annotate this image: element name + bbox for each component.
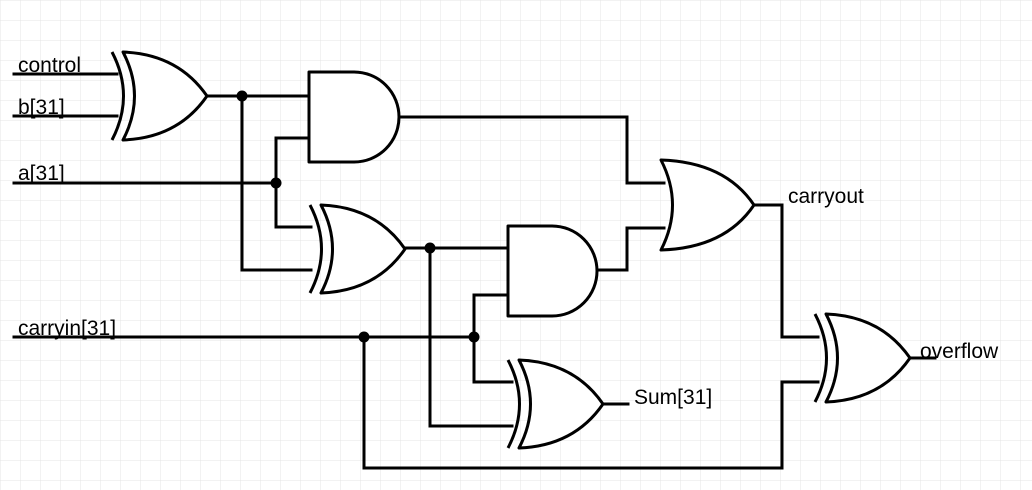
xor-gate-4[interactable] bbox=[813, 312, 912, 404]
junction-dot bbox=[358, 331, 370, 343]
label-a31: a[31] bbox=[18, 162, 65, 185]
wire-xor2-to-xor3 bbox=[428, 246, 514, 428]
label-sum31: Sum[31] bbox=[634, 386, 712, 409]
label-b31: b[31] bbox=[18, 96, 65, 119]
or-gate[interactable] bbox=[659, 158, 756, 252]
xor-gate-2[interactable] bbox=[308, 203, 407, 295]
junction-dot bbox=[270, 177, 282, 189]
junction-dot bbox=[468, 331, 480, 343]
label-carryout: carryout bbox=[788, 185, 864, 208]
junction-dot bbox=[424, 242, 436, 254]
label-overflow: overflow bbox=[920, 340, 999, 363]
xor-gate-3[interactable] bbox=[506, 358, 605, 450]
labels: control b[31] a[31] carryin[31] carryout… bbox=[18, 54, 999, 409]
wire-cin-branch bbox=[472, 293, 514, 384]
wire-cin-to-overflow bbox=[362, 335, 820, 470]
wire-a31-to-xor2 bbox=[274, 181, 313, 229]
label-carryin31: carryin[31] bbox=[18, 317, 116, 340]
wire-and2-out bbox=[595, 226, 666, 272]
and-gate-1[interactable] bbox=[307, 70, 401, 164]
wire-xor1-to-xor2 bbox=[240, 94, 313, 272]
junction-dot bbox=[236, 90, 248, 102]
wire-and1-out bbox=[397, 115, 666, 185]
wires bbox=[12, 72, 937, 470]
xor-gate-1[interactable] bbox=[110, 50, 209, 142]
label-control: control bbox=[18, 54, 81, 77]
junctions bbox=[236, 90, 480, 343]
and-gate-2[interactable] bbox=[506, 224, 599, 318]
wire-or-out bbox=[752, 203, 820, 339]
